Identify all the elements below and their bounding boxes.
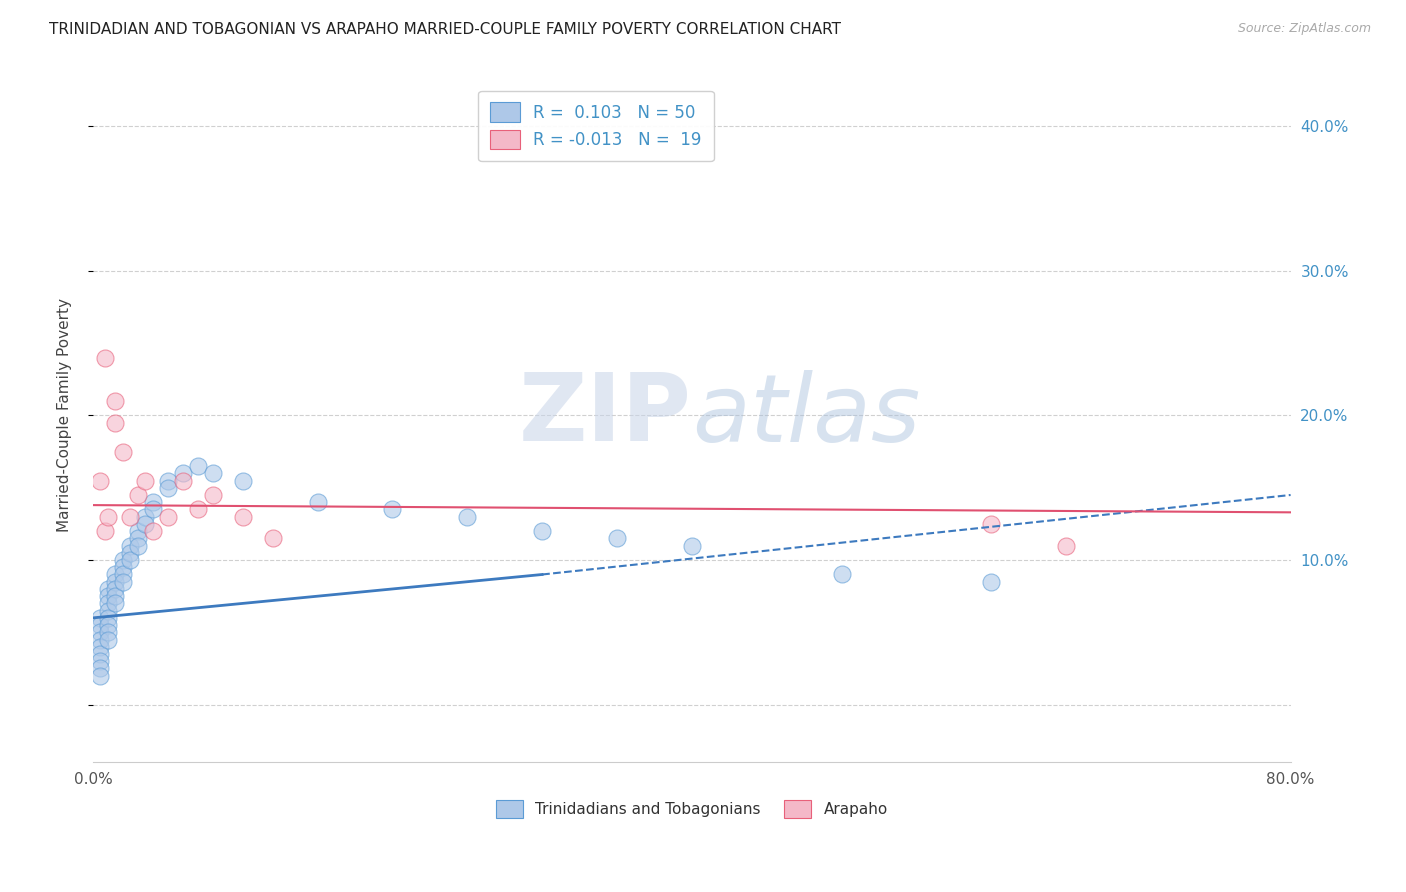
Point (120, 553, 142, 567)
Point (97, 604, 120, 618)
Point (89, 618, 111, 632)
Point (89, 647, 111, 661)
Point (104, 574, 127, 589)
Point (120, 509, 142, 524)
Point (201, 488, 224, 502)
Text: ZIP: ZIP (519, 369, 692, 461)
Point (89, 632, 111, 647)
Point (89, 611, 111, 625)
Point (831, 567, 853, 582)
Point (97, 611, 120, 625)
Point (156, 481, 179, 495)
Point (97, 632, 120, 647)
Point (120, 539, 142, 553)
Point (606, 532, 628, 546)
Point (172, 467, 194, 481)
Point (980, 516, 1002, 531)
Point (111, 553, 134, 567)
Y-axis label: Married-Couple Family Poverty: Married-Couple Family Poverty (58, 299, 72, 533)
Point (111, 560, 134, 574)
Point (89, 625, 111, 640)
Point (111, 444, 134, 458)
Point (134, 516, 156, 531)
Text: TRINIDADIAN AND TOBAGONIAN VS ARAPAHO MARRIED-COUPLE FAMILY POVERTY CORRELATION : TRINIDADIAN AND TOBAGONIAN VS ARAPAHO MA… (49, 22, 841, 37)
Point (172, 474, 194, 488)
Point (201, 467, 224, 481)
Point (104, 596, 127, 610)
Text: Source: ZipAtlas.com: Source: ZipAtlas.com (1237, 22, 1371, 36)
Point (232, 474, 254, 488)
Point (104, 589, 127, 603)
Point (104, 416, 127, 430)
Point (456, 509, 478, 524)
Text: atlas: atlas (692, 370, 920, 461)
Point (97, 618, 120, 632)
Point (156, 474, 179, 488)
Point (262, 532, 284, 546)
Point (156, 509, 179, 524)
Point (127, 532, 149, 546)
Point (111, 567, 134, 582)
Point (142, 524, 165, 538)
Point (97, 589, 120, 603)
Point (134, 474, 156, 488)
Point (104, 582, 127, 596)
Point (97, 596, 120, 610)
Point (187, 502, 209, 516)
Point (187, 459, 209, 474)
Point (89, 661, 111, 675)
Point (94, 351, 117, 365)
Point (1054, 539, 1077, 553)
Point (89, 669, 111, 683)
Point (89, 640, 111, 654)
Point (681, 539, 703, 553)
Point (232, 509, 254, 524)
Point (127, 488, 149, 502)
Point (142, 495, 165, 509)
Point (531, 524, 554, 538)
Point (111, 574, 134, 589)
Point (381, 502, 404, 516)
Point (127, 539, 149, 553)
Point (980, 574, 1002, 589)
Point (97, 509, 120, 524)
Point (89, 474, 111, 488)
Point (134, 509, 156, 524)
Point (97, 625, 120, 640)
Point (120, 546, 142, 560)
Point (104, 567, 127, 582)
Legend: Trinidadians and Tobagonians, Arapaho: Trinidadians and Tobagonians, Arapaho (489, 794, 894, 824)
Point (104, 394, 127, 409)
Point (307, 495, 329, 509)
Point (127, 524, 149, 538)
Point (97, 582, 120, 596)
Point (94, 524, 117, 538)
Point (89, 654, 111, 668)
Point (142, 502, 165, 516)
